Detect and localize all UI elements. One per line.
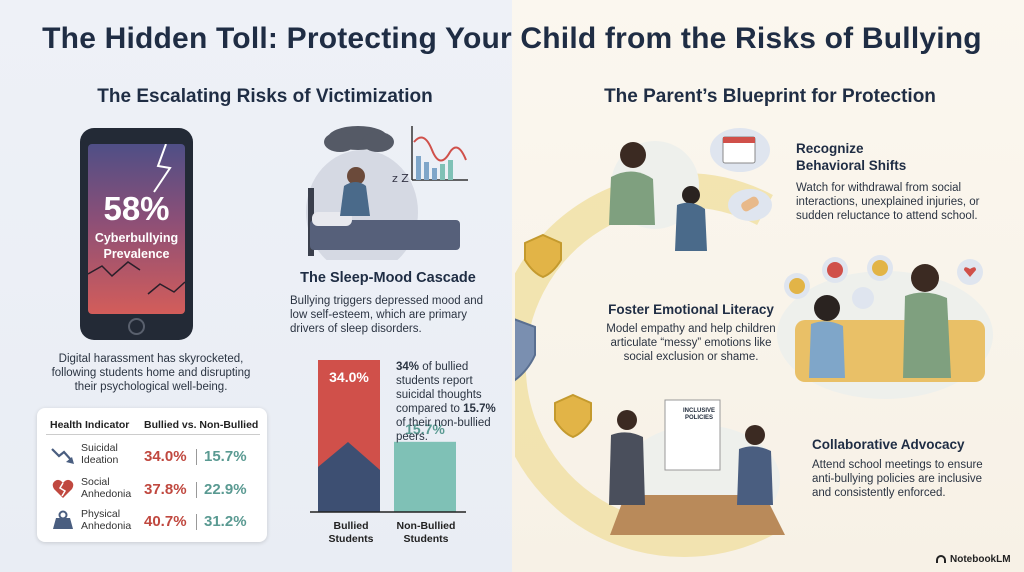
table-row-label: Social Anhedonia <box>81 476 132 500</box>
advocacy-text: Attend school meetings to ensure anti-bu… <box>812 459 983 499</box>
bar-shadow-decoration <box>318 442 380 512</box>
category-label-bullied: Bullied Students <box>328 520 374 545</box>
value-separator <box>196 482 197 498</box>
bar-value-label-0: 34.0% <box>329 369 369 385</box>
broken-heart-icon <box>52 479 74 498</box>
notebooklm-logo-icon <box>936 555 946 563</box>
table-row-bullied: 40.7% <box>144 513 187 530</box>
table-row-bullied: 37.8% <box>144 481 187 498</box>
weight-icon <box>53 510 73 529</box>
sleep-text: Bullying triggers depressed mood and low… <box>290 295 484 335</box>
suicidal-stat-text: 34% of bullied students report suicidal … <box>396 360 506 444</box>
sleep-mood-illustration: z Z <box>306 126 468 260</box>
policy-document-label: INCLUSIVE POLICIES <box>682 408 715 421</box>
left-section-heading: The Escalating Risks of Victimization <box>97 86 433 107</box>
phone-screen <box>88 144 185 314</box>
recognize-heading: Recognize Behavioral Shifts <box>796 141 907 173</box>
bullied-percent: 34% <box>396 361 420 373</box>
emotional-literacy-heading: Foster Emotional Literacy <box>608 302 774 317</box>
emotional-literacy-text: Model empathy and help children articula… <box>606 323 776 363</box>
stat-text-part1: of bullied students report suicidal thou… <box>396 361 482 415</box>
health-indicator-table <box>37 408 267 542</box>
table-row-label: Physical Anhedonia <box>81 508 132 532</box>
table-divider <box>46 434 260 435</box>
stat-text-part2: of their non-bullied peers. <box>396 417 491 443</box>
table-header-comparison: Bullied vs. Non-Bullied <box>144 419 259 431</box>
sleep-heading: The Sleep-Mood Cascade <box>300 270 476 286</box>
category-label-non-bullied: Non-Bullied Students <box>396 520 456 545</box>
svg-text:z Z: z Z <box>392 172 409 185</box>
table-header-indicator: Health Indicator <box>50 419 130 431</box>
brand-label: NotebookLM <box>950 554 1011 565</box>
trend-down-icon <box>51 448 74 464</box>
table-row-bullied: 34.0% <box>144 448 187 465</box>
bullying-bar-chart: 34.0% 15.7% <box>310 360 466 513</box>
screen-crack-icon <box>88 144 185 295</box>
phone-caption: Digital harassment has skyrocketed, foll… <box>51 353 251 393</box>
cyberbullying-label: Cyberbullying Prevalence <box>94 231 179 261</box>
cyberbullying-percent: 58% <box>103 190 170 227</box>
protection-cycle-illustration <box>515 128 785 557</box>
table-row-non-bullied: 22.9% <box>204 481 247 498</box>
bar-1 <box>394 441 456 512</box>
advocacy-heading: Collaborative Advocacy <box>812 437 965 452</box>
table-row-label: Suicidal Ideation <box>81 442 119 466</box>
value-separator <box>196 514 197 530</box>
recognize-text: Watch for withdrawal from social interac… <box>796 182 980 222</box>
value-separator <box>196 449 197 465</box>
right-section-heading: The Parent’s Blueprint for Protection <box>604 86 936 107</box>
page-title: The Hidden Toll: Protecting Your Child f… <box>42 22 982 55</box>
bar-value-label-1: 15.7% <box>405 421 445 437</box>
table-row-non-bullied: 15.7% <box>204 448 247 465</box>
parent-child-talk-illustration <box>777 255 993 399</box>
table-row-non-bullied: 31.2% <box>204 513 247 530</box>
phone-home-button <box>128 318 145 335</box>
non-bullied-percent: 15.7% <box>463 403 496 415</box>
